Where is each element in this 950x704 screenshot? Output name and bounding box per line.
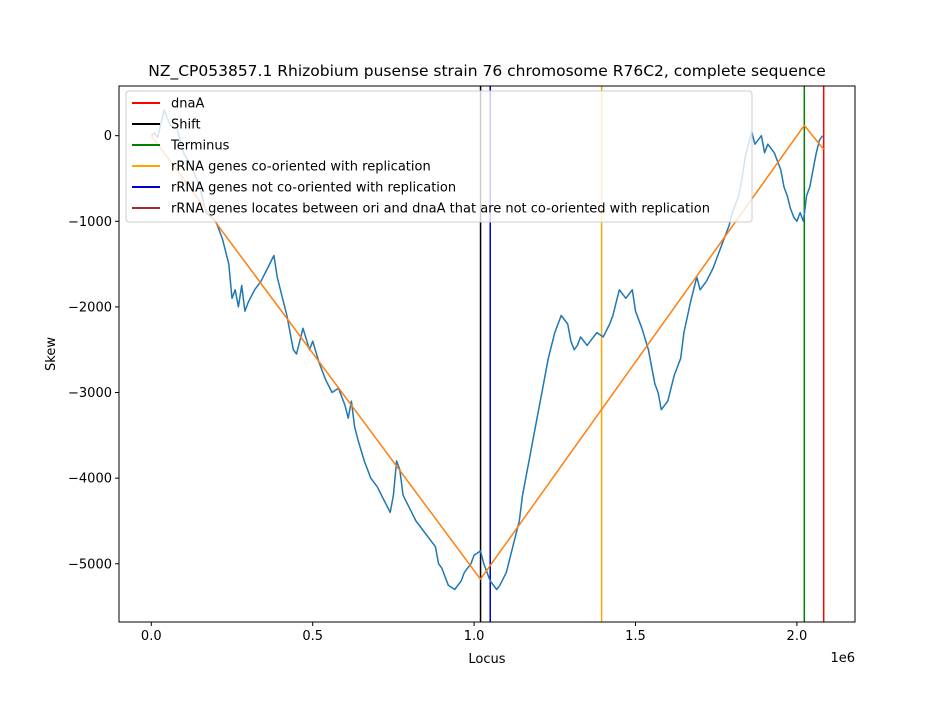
y-tick-label: −2000 bbox=[68, 300, 112, 315]
x-tick-label: 0.5 bbox=[302, 629, 323, 644]
legend-label-4: rRNA genes not co-oriented with replicat… bbox=[171, 181, 456, 196]
plot-frame bbox=[118, 85, 856, 623]
series-line-1 bbox=[150, 124, 825, 580]
legend-label-2: Terminus bbox=[170, 139, 230, 154]
legend-label-3: rRNA genes co-oriented with replication bbox=[171, 160, 431, 175]
x-tick-label: 0.0 bbox=[141, 629, 162, 644]
legend: dnaA Shift Terminus rRNA genes co-oriented … bbox=[125, 90, 753, 223]
chart-title: NZ_CP053857.1 Rhizobium pusense strain 7… bbox=[148, 62, 826, 81]
legend-label-0: dnaA bbox=[171, 97, 204, 112]
x-tick-label: 2.0 bbox=[787, 629, 808, 644]
y-tick-label: −4000 bbox=[68, 472, 112, 487]
legend-label-1: Shift bbox=[171, 118, 201, 133]
y-tick-label: −5000 bbox=[68, 557, 112, 572]
x-tick-label: 1.0 bbox=[464, 629, 485, 644]
x-tick-label: 1.5 bbox=[625, 629, 646, 644]
y-tick-label: −1000 bbox=[68, 215, 112, 230]
x-offset-label: 1e6 bbox=[830, 651, 855, 666]
y-axis-label: Skew bbox=[44, 337, 59, 371]
y-tick-label: 0 bbox=[104, 129, 112, 144]
legend-label-5: rRNA genes locates between ori and dnaA … bbox=[171, 202, 710, 217]
x-axis-label: Locus bbox=[468, 652, 505, 667]
legend-box bbox=[125, 90, 753, 223]
y-tick-label: −3000 bbox=[68, 386, 112, 401]
